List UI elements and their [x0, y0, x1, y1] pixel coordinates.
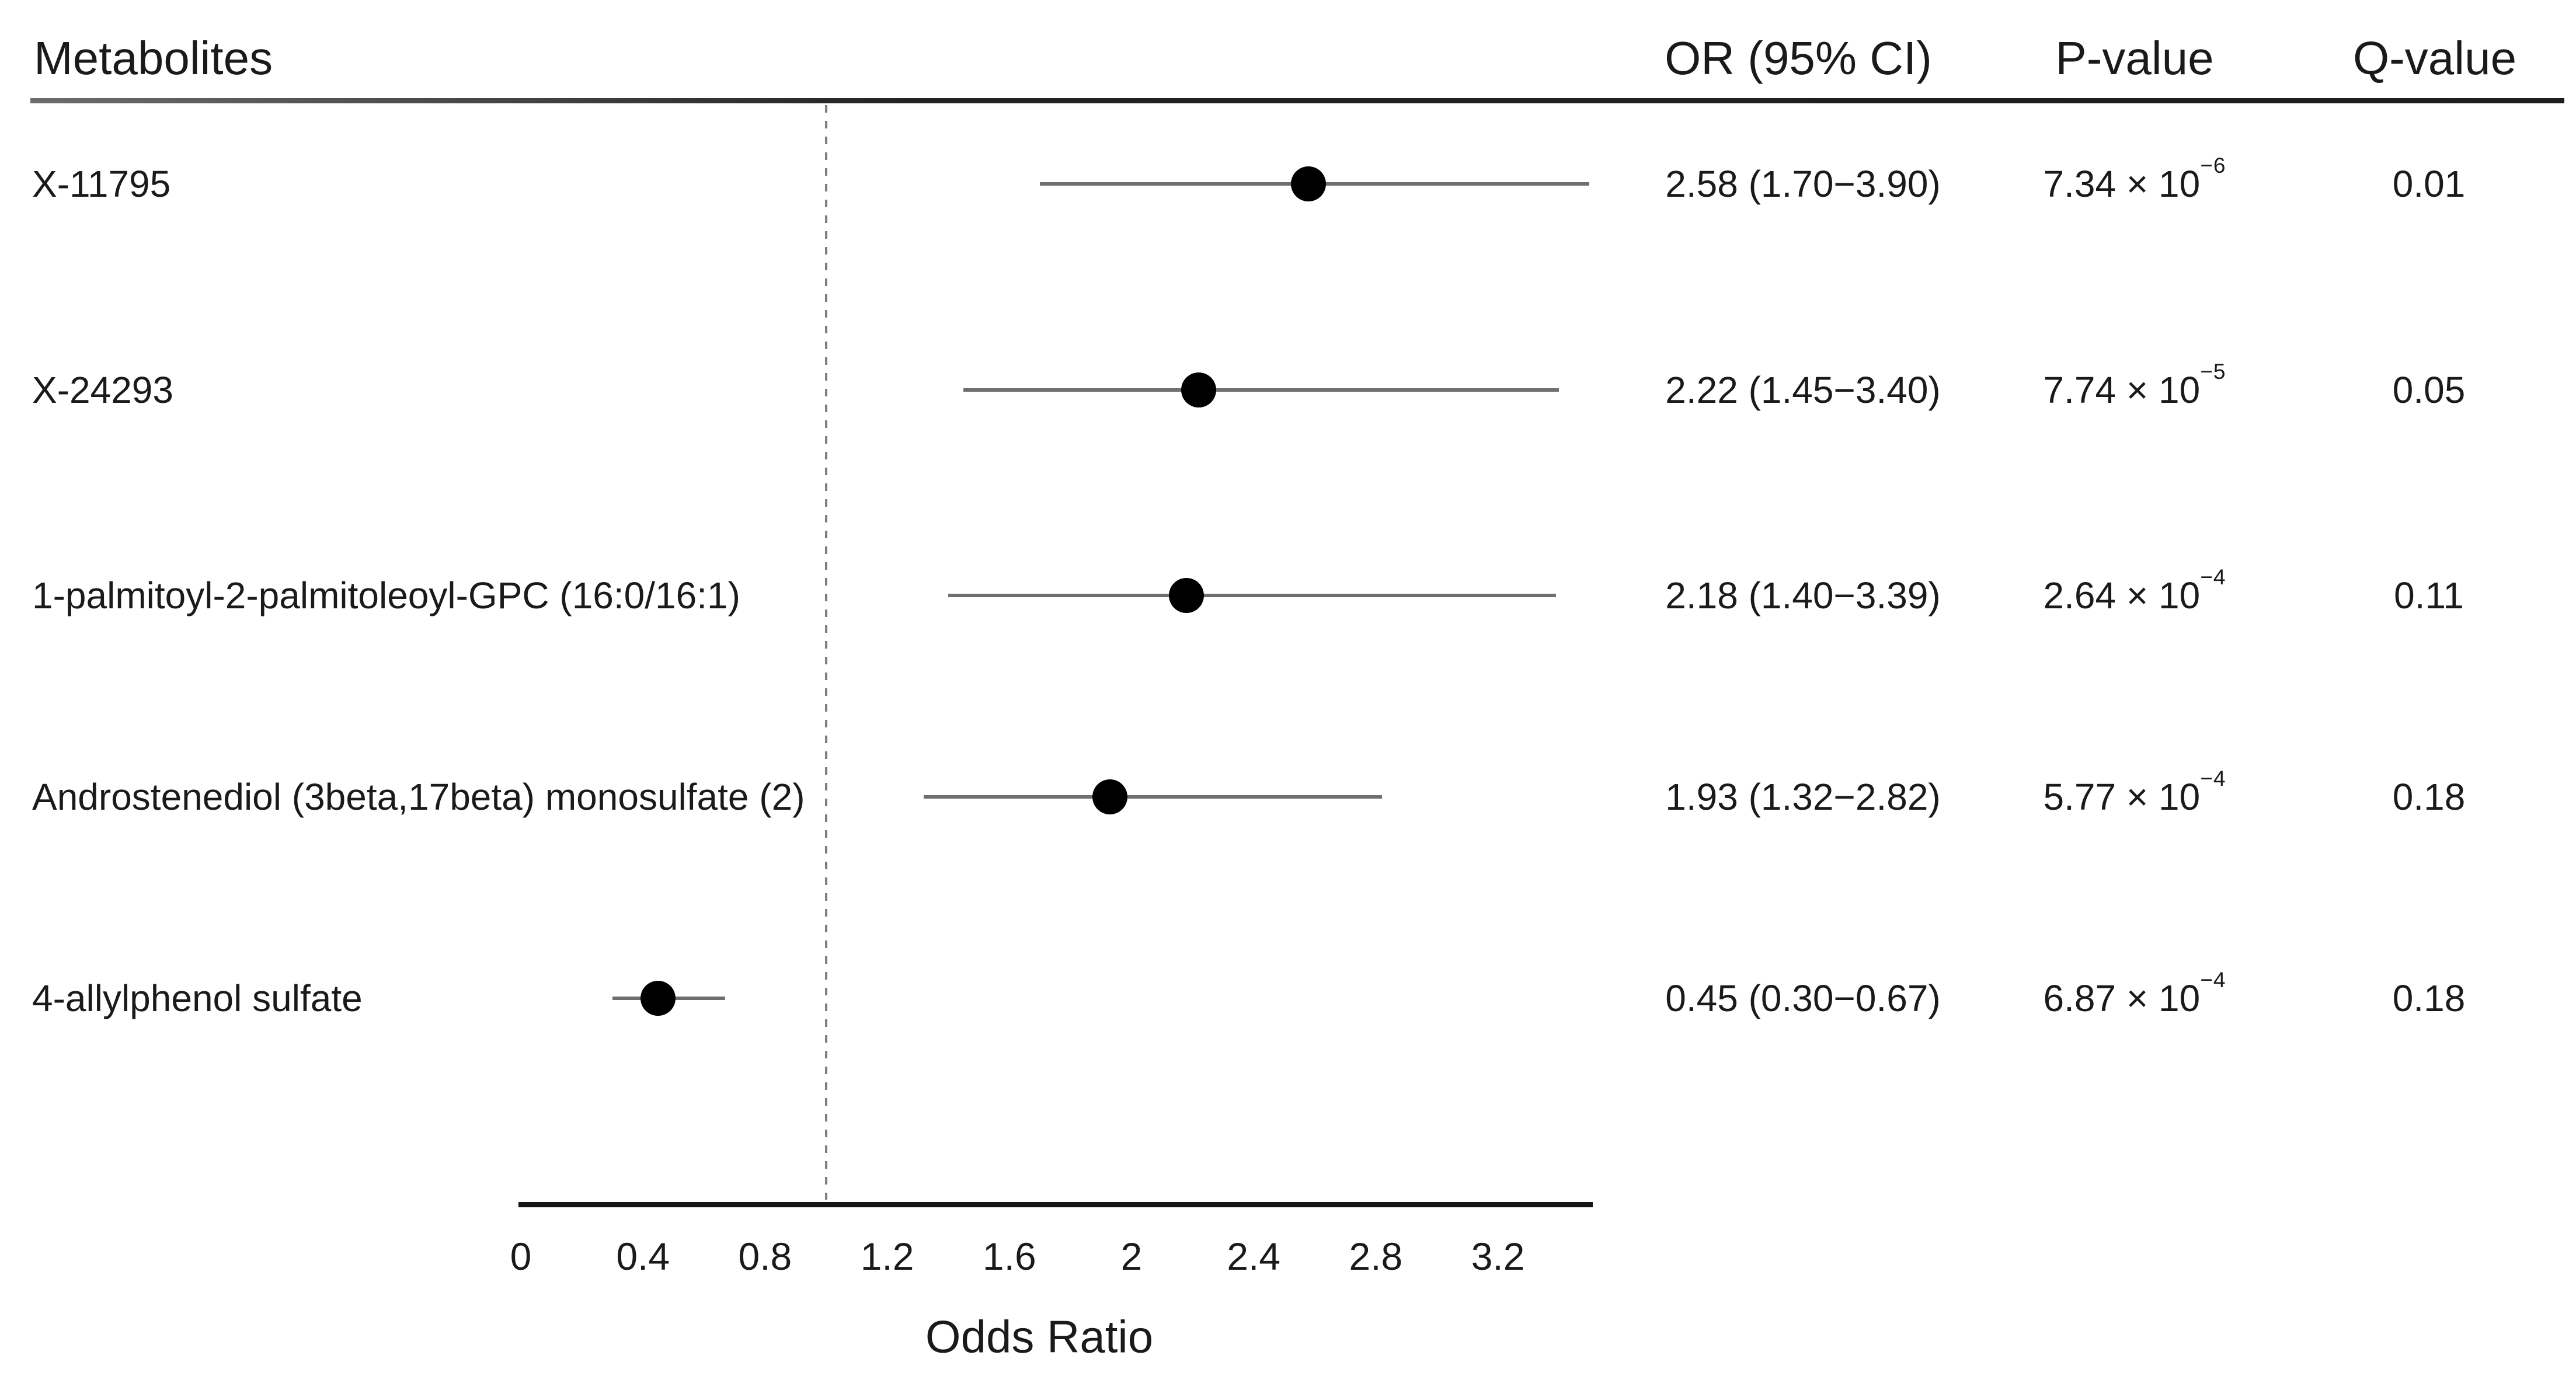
- odds-ratio-marker: [640, 981, 676, 1016]
- column-header-p-value: P-value: [2055, 32, 2214, 84]
- metabolite-label: 4-allylphenol sulfate: [32, 977, 363, 1019]
- p-value: 7.74 × 10−5: [2043, 359, 2226, 411]
- metabolite-label: 1-palmitoyl-2-palmitoleoyl-GPC (16:0/16:…: [32, 574, 740, 616]
- confidence-interval-line: [963, 388, 1559, 392]
- x-axis-tick-label: 0.4: [616, 1235, 670, 1278]
- x-axis-tick-label: 2.8: [1349, 1235, 1403, 1278]
- odds-ratio-marker: [1092, 779, 1128, 814]
- x-axis-tick-label: 3.2: [1471, 1235, 1525, 1278]
- p-value: 2.64 × 10−4: [2043, 565, 2226, 616]
- q-value: 0.11: [2394, 574, 2464, 616]
- column-header-q-value: Q-value: [2352, 32, 2517, 84]
- or-ci-value: 0.45 (0.30−0.67): [1665, 977, 1941, 1019]
- q-value: 0.18: [2392, 977, 2466, 1019]
- q-value: 0.18: [2392, 776, 2466, 818]
- x-axis-line: [518, 1202, 1593, 1207]
- p-exponent: −4: [2200, 565, 2226, 590]
- p-value: 6.87 × 10−4: [2043, 967, 2226, 1019]
- header-divider-rule: [30, 98, 2564, 103]
- q-value: 0.01: [2392, 163, 2466, 205]
- or-ci-value: 2.18 (1.40−3.39): [1665, 574, 1941, 616]
- metabolite-label: X-24293: [32, 369, 173, 411]
- column-header-or-ci: OR (95% CI): [1665, 32, 1932, 84]
- x-axis-tick-label: 0.8: [738, 1235, 792, 1278]
- or-ci-value: 2.22 (1.45−3.40): [1665, 369, 1941, 411]
- x-axis-title: Odds Ratio: [925, 1311, 1154, 1363]
- p-exponent: −6: [2200, 153, 2226, 178]
- p-exponent: −5: [2200, 359, 2226, 384]
- reference-line-or-1: [825, 105, 827, 1200]
- x-axis-tick-label: 0: [510, 1235, 532, 1278]
- or-ci-value: 1.93 (1.32−2.82): [1665, 776, 1941, 818]
- odds-ratio-marker: [1181, 372, 1217, 407]
- confidence-interval-line: [924, 795, 1382, 799]
- column-header-metabolites: Metabolites: [34, 32, 273, 84]
- x-axis-tick-label: 2.4: [1227, 1235, 1281, 1278]
- confidence-interval-line: [948, 594, 1556, 597]
- p-exponent: −4: [2200, 967, 2226, 992]
- metabolite-label: Androstenediol (3beta,17beta) monosulfat…: [32, 776, 805, 818]
- p-value: 5.77 × 10−4: [2043, 766, 2226, 818]
- or-ci-value: 2.58 (1.70−3.90): [1665, 163, 1941, 205]
- p-exponent: −4: [2200, 766, 2226, 791]
- odds-ratio-marker: [1291, 166, 1327, 201]
- q-value: 0.05: [2392, 369, 2466, 411]
- x-axis-tick-label: 1.2: [860, 1235, 914, 1278]
- p-value: 7.34 × 10−6: [2043, 153, 2226, 205]
- metabolite-label: X-11795: [32, 163, 171, 205]
- x-axis-tick-label: 1.6: [982, 1235, 1036, 1278]
- odds-ratio-marker: [1169, 578, 1205, 613]
- x-axis-tick-label: 2: [1120, 1235, 1143, 1278]
